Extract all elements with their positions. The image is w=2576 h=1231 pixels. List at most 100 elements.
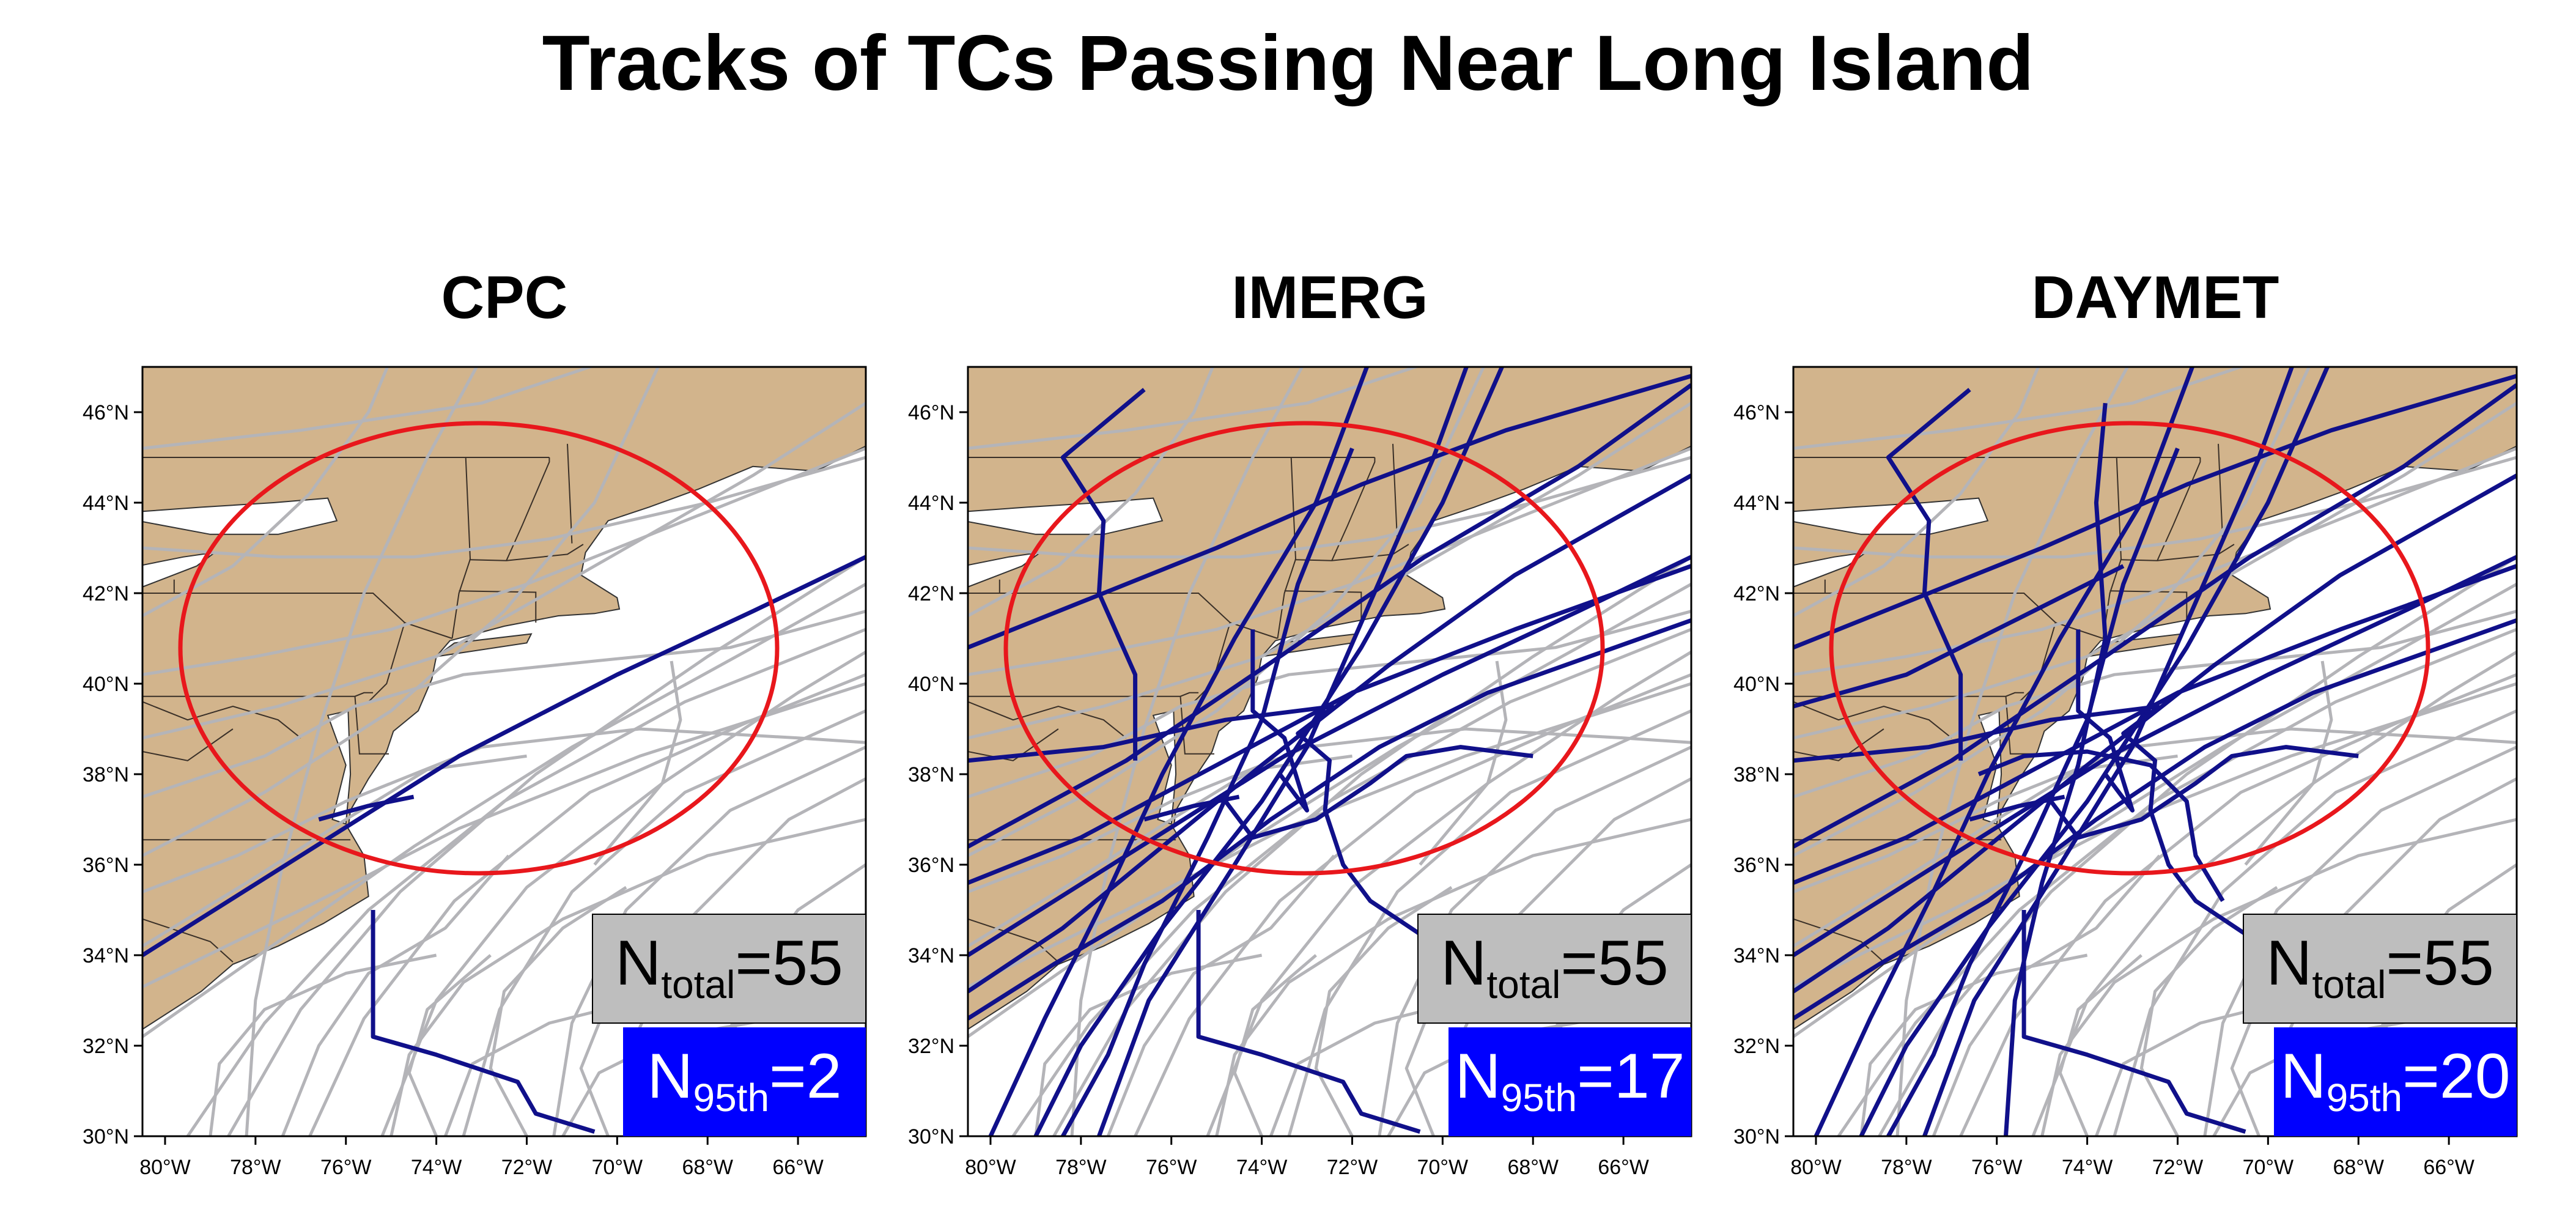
lat-tick-label: 46°N [83, 401, 129, 424]
background-track [968, 367, 1420, 450]
lat-tick-label: 44°N [83, 492, 129, 515]
background-track [1878, 555, 2517, 1136]
highlighted-track [1223, 745, 1533, 840]
lon-tick-label: 76°W [1971, 1156, 2023, 1179]
lat-tick-label: 46°N [908, 401, 954, 424]
state-border [1277, 457, 1297, 639]
highlighted-track [2049, 745, 2359, 840]
state-border [2120, 544, 2235, 561]
highlighted-track [968, 374, 1691, 650]
extreme-count-box [2274, 1027, 2517, 1136]
highlighted-track [1060, 388, 1146, 761]
map-frame [967, 366, 1692, 1137]
background-track [142, 456, 866, 559]
highlighted-track [968, 618, 1691, 1021]
state-border [354, 696, 389, 755]
state-border [2218, 443, 2224, 544]
extreme-count-label: N95th=17 [1455, 1041, 1685, 1120]
map-panel-imerg: 80°W 78°W 76°W 74°W 72°W 70°W 68°W 66°W 46°N 44°N… [908, 366, 1692, 1179]
state-border [1392, 443, 1398, 544]
background-track [1215, 818, 1691, 1136]
background-track [142, 402, 866, 740]
highlighted-track [318, 794, 415, 822]
state-border [1179, 696, 1214, 755]
map-frame [141, 366, 867, 1137]
state-border [1294, 544, 1409, 561]
background-track [1034, 953, 1263, 1136]
background-track [1134, 673, 1691, 1136]
background-track [489, 885, 627, 1136]
lon-tick-label: 74°W [411, 1156, 462, 1179]
total-count-label: Ntotal=55 [615, 928, 843, 1007]
lon-tick-label: 72°W [1327, 1156, 1378, 1179]
background-track [281, 854, 510, 1136]
highlighted-track [1886, 447, 2180, 1136]
background-track [1287, 709, 1691, 1136]
total-count-box [2243, 914, 2517, 1024]
background-track [968, 402, 1691, 740]
background-track [142, 367, 389, 618]
extreme-count-box [1449, 1027, 1691, 1136]
lon-tick-label: 76°W [320, 1156, 372, 1179]
lon-tick-label: 74°W [1236, 1156, 1288, 1179]
lon-tick-label: 74°W [2062, 1156, 2113, 1179]
extreme-count-label: N95th=2 [647, 1041, 841, 1120]
highlighted-track [2021, 910, 2246, 1134]
state-border [968, 692, 1199, 697]
highlighted-track [1196, 910, 1421, 1134]
lat-tick-label: 36°N [83, 854, 129, 877]
background-track [1793, 456, 2517, 559]
highlighted-track [968, 383, 1691, 849]
lat-tick-label: 32°N [1733, 1035, 1780, 1058]
lon-tick-label: 68°W [682, 1156, 733, 1179]
lon-tick-label: 76°W [1146, 1156, 1197, 1179]
lat-tick-label: 40°N [1733, 673, 1780, 696]
background-track [593, 660, 682, 866]
background-track [142, 754, 527, 948]
lat-tick-label: 42°N [1733, 582, 1780, 605]
background-track [209, 953, 437, 1136]
highlighted-track [968, 473, 1691, 994]
state-border [567, 443, 573, 544]
lon-tick-label: 66°W [2423, 1156, 2475, 1179]
lat-tick-label: 40°N [908, 673, 954, 696]
state-border [459, 590, 537, 623]
lat-tick-label: 38°N [1733, 763, 1780, 786]
background-track [1793, 402, 2517, 740]
lon-tick-label: 78°W [230, 1156, 281, 1179]
lat-tick-label: 30°N [83, 1125, 129, 1148]
background-track [1959, 673, 2517, 1136]
highlighted-track [2121, 704, 2287, 958]
lon-tick-label: 66°W [772, 1156, 824, 1179]
background-track [2113, 709, 2517, 1136]
background-track [227, 555, 866, 1136]
state-border [1793, 918, 1884, 963]
background-track [1793, 367, 2246, 450]
lon-tick-label: 80°W [965, 1156, 1016, 1179]
background-track [142, 367, 660, 857]
highlighted-track [1793, 564, 2125, 709]
background-track [1052, 555, 1691, 1136]
lat-tick-label: 42°N [908, 582, 954, 605]
highlighted-track [1793, 618, 2517, 1021]
background-track [2203, 745, 2517, 1136]
highlighted-track [1296, 704, 1462, 958]
background-track [142, 367, 595, 450]
lon-tick-label: 80°W [139, 1156, 191, 1179]
state-border [1793, 692, 2024, 697]
lon-tick-label: 70°W [2243, 1156, 2294, 1179]
background-track [1793, 367, 2040, 618]
lat-tick-label: 32°N [908, 1035, 954, 1058]
highlighted-track [1859, 367, 2330, 1136]
background-track [1859, 953, 2088, 1136]
total-count-label: Ntotal=55 [1441, 928, 1669, 1007]
highlighted-track [2004, 402, 2108, 1136]
panel-title-cpc: CPC [441, 264, 568, 331]
extreme-count-label: N95th=20 [2280, 1041, 2510, 1120]
background-track [968, 367, 1215, 618]
map-panel-cpc: 80°W 78°W 76°W 74°W 72°W 70°W 68°W 66°W 46°N 44°N… [83, 366, 867, 1179]
background-track [462, 709, 866, 1136]
state-border [968, 918, 1059, 963]
region-circle [1829, 421, 2430, 876]
background-track [1895, 367, 2130, 1136]
